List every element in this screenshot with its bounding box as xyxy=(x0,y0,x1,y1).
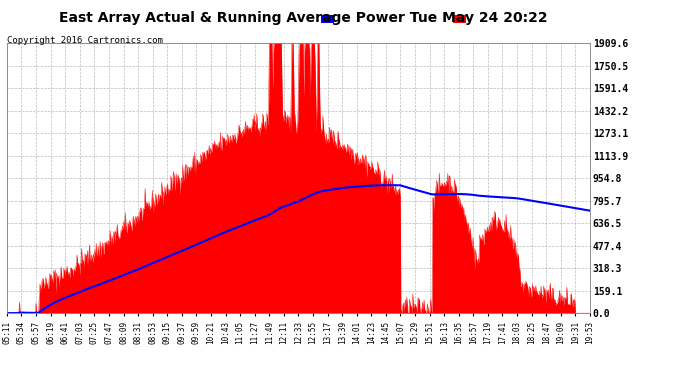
Text: East Array Actual & Running Average Power Tue May 24 20:22: East Array Actual & Running Average Powe… xyxy=(59,11,548,25)
Text: Copyright 2016 Cartronics.com: Copyright 2016 Cartronics.com xyxy=(7,36,163,45)
Legend: Average (DC Watts), East Array (DC Watts): Average (DC Watts), East Array (DC Watts… xyxy=(318,12,585,27)
